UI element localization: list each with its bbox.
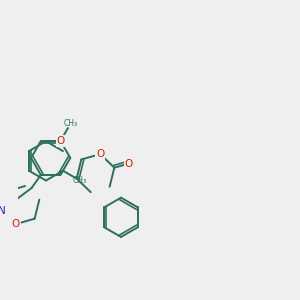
Text: N: N: [0, 206, 5, 215]
Text: O: O: [12, 219, 20, 229]
Text: O: O: [96, 149, 104, 159]
Text: O: O: [56, 136, 64, 146]
Text: O: O: [124, 158, 133, 169]
Text: CH₃: CH₃: [73, 176, 87, 185]
Text: CH₃: CH₃: [64, 119, 78, 128]
